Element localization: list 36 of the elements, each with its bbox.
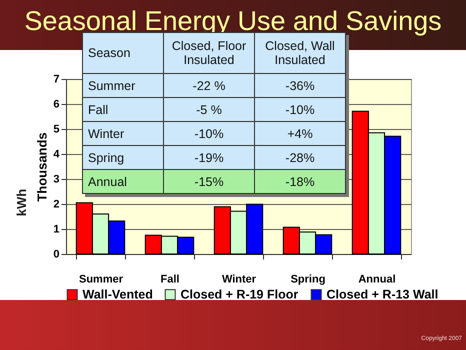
y-tick-label: 3 xyxy=(53,174,60,186)
y-tick-label: 7 xyxy=(53,74,60,86)
annotation: -5 % xyxy=(164,98,254,122)
y-tick-label: 5 xyxy=(53,124,60,136)
x-tick-label: Spring xyxy=(290,274,326,286)
annotation: -15% xyxy=(164,170,254,194)
x-tick-label: Annual xyxy=(358,274,396,286)
text: Season xyxy=(88,46,130,60)
annotation: -19% xyxy=(164,146,254,170)
legend-label: Wall-Vented xyxy=(82,288,153,302)
annotation: Winter xyxy=(82,122,164,146)
annotation: -10% xyxy=(164,122,254,146)
annotation: -28% xyxy=(254,146,346,170)
text: Closed, Floor Insulated xyxy=(172,39,246,67)
y-tick-label: 4 xyxy=(53,148,60,160)
annotation: -36% xyxy=(254,74,346,98)
text: Closed, Wall Insulated xyxy=(265,39,335,67)
annotation: Spring xyxy=(82,146,164,170)
y-tick-label: 6 xyxy=(53,98,60,110)
x-tick-label: Summer xyxy=(78,274,124,286)
annotation: -18% xyxy=(254,170,346,194)
annotation: -10% xyxy=(254,98,346,122)
x-tick-label: Winter xyxy=(222,274,257,286)
annotation: Summer xyxy=(82,74,164,98)
annotation: Annual xyxy=(82,170,164,194)
x-tick-label: Fall xyxy=(160,274,180,286)
y-tick-label: 2 xyxy=(53,198,60,210)
annotation: Fall xyxy=(82,98,164,122)
legend-label: Closed + R-13 Wall xyxy=(326,288,438,302)
y-axis-title: Thousands xyxy=(34,132,50,202)
y-tick-label: 0 xyxy=(53,248,60,260)
y-tick-label: 1 xyxy=(53,224,60,236)
annotation: -22 % xyxy=(164,74,254,98)
legend-label: Closed + R-19 Floor xyxy=(180,288,298,302)
annotation: +4% xyxy=(254,122,346,146)
text: kWh xyxy=(14,188,30,216)
